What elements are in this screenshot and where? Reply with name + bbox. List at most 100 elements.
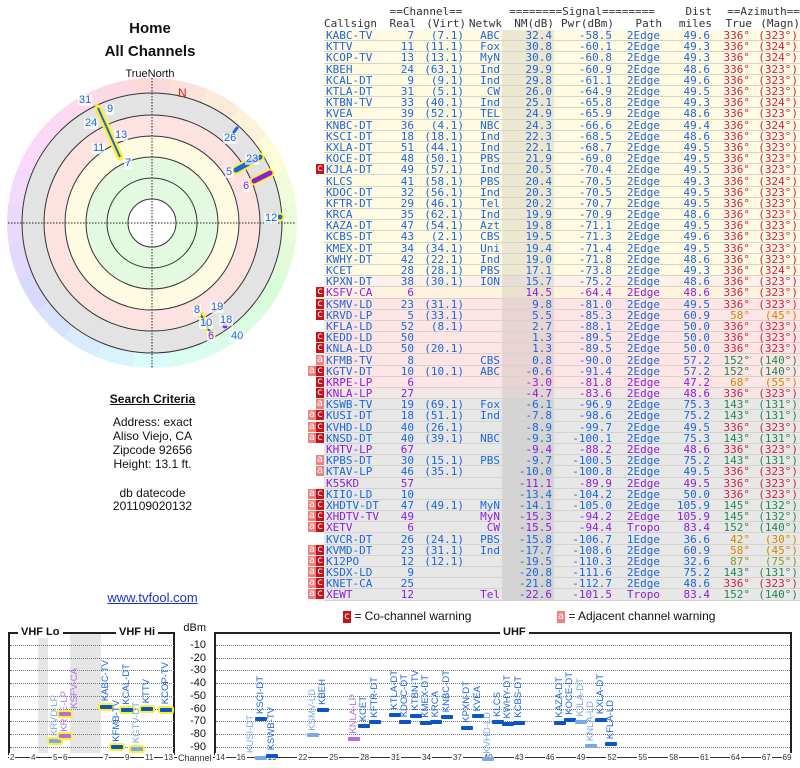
table-row[interactable]: K55KD 57 -11.1 -89.9 2Edge 49.5 336° (323°): [300, 477, 800, 489]
callsign[interactable]: XETV: [324, 522, 386, 533]
callsign[interactable]: K12PO: [324, 556, 386, 567]
table-row[interactable]: a c KSDX-LD 9 -20.8 -111.6 2Edge 75.2 143° (131°): [300, 567, 800, 579]
table-row[interactable]: KOCE-DT 48 (50.1) PBS 21.9 -69.0 2Edge 49.5 336°…: [300, 153, 800, 165]
callsign[interactable]: KCET: [324, 265, 386, 276]
callsign[interactable]: KNET-CA: [324, 578, 386, 589]
callsign[interactable]: KCAL-DT: [324, 75, 386, 86]
table-row[interactable]: a c KNET-CA 25 -21.8 -112.7 2Edge 48.6 336° (323°…: [300, 578, 800, 590]
callsign[interactable]: KNLA-LP: [324, 388, 386, 399]
table-row[interactable]: a c KUSI-DT 18 (51.1) Ind -7.8 -98.6 2Edge 75.2 14…: [300, 410, 800, 422]
callsign[interactable]: KSMV-LD: [324, 299, 386, 310]
callsign[interactable]: KEDD-LD: [324, 332, 386, 343]
table-row[interactable]: KMEX-DT 34 (34.1) Uni 19.4 -71.4 2Edge 49.5 336°…: [300, 242, 800, 254]
table-row[interactable]: a KFMB-TV 8 CBS 0.8 -90.0 2Edge 57.2 152° (140°): [300, 354, 800, 366]
table-row[interactable]: KDOC-DT 32 (56.1) Ind 20.3 -70.5 2Edge 49.5 336°…: [300, 186, 800, 198]
callsign[interactable]: KVEA: [324, 108, 386, 119]
callsign[interactable]: KUSI-DT: [324, 410, 386, 421]
table-row[interactable]: a c KIIO-LD 10 -13.4 -104.2 2Edge 50.0 336° (323°…: [300, 488, 800, 500]
callsign[interactable]: KRPE-LP: [324, 377, 386, 388]
callsign[interactable]: KRVD-LP: [324, 310, 386, 321]
table-row[interactable]: KVCR-DT 26 (24.1) PBS -15.8 -106.7 1Edge 36.6 42…: [300, 533, 800, 545]
table-row[interactable]: KCOP-TV 13 (13.1) MyN 30.0 -60.8 2Edge 49.3 336°…: [300, 52, 800, 64]
table-row[interactable]: KTBN-TV 33 (40.1) Ind 25.1 -65.8 2Edge 49.3 336°…: [300, 97, 800, 109]
callsign[interactable]: XHDTV-TV: [324, 511, 386, 522]
callsign[interactable]: KSCI-DT: [324, 131, 386, 142]
table-row[interactable]: KVEA 39 (52.1) TEL 24.9 -65.9 2Edge 48.6 336° (32…: [300, 108, 800, 120]
callsign[interactable]: KPBS-DT: [324, 455, 386, 466]
callsign[interactable]: KSDX-LD: [324, 567, 386, 578]
table-row[interactable]: a KPBS-DT 30 (15.1) PBS -9.7 -100.5 2Edge 75.2 14…: [300, 455, 800, 467]
callsign[interactable]: KJLA-DT: [324, 164, 386, 175]
table-row[interactable]: c KRVD-LP 5 (33.1) 5.5 -85.3 2Edge 60.9 58° (45°): [300, 309, 800, 321]
callsign[interactable]: XHDTV-DT: [324, 500, 386, 511]
table-row[interactable]: KXLA-DT 51 (44.1) Ind 22.1 -68.7 2Edge 49.5 336°…: [300, 141, 800, 154]
table-row[interactable]: c KJLA-DT 49 (57.1) Ind 20.5 -70.4 2Edge 49.5 336…: [300, 164, 800, 176]
table-row[interactable]: KWHY-DT 42 (22.1) Ind 19.0 -71.8 2Edge 48.6 336°…: [300, 253, 800, 265]
table-row[interactable]: a KTAV-LP 46 (35.1) -10.0 -100.8 2Edge 49.5 336°…: [300, 466, 800, 478]
table-row[interactable]: a c XHDTV-DT 47 (49.1) MyN -14.1 -105.0 2Edge 105…: [300, 499, 800, 512]
table-row[interactable]: KAZA-DT 47 (54.1) Azt 19.8 -71.1 2Edge 49.5 336°…: [300, 220, 800, 232]
callsign[interactable]: KABC-TV: [324, 30, 386, 41]
table-row[interactable]: c KSMV-LD 23 (31.1) 9.8 -81.0 2Edge 49.5 336° (32…: [300, 298, 800, 310]
table-row[interactable]: KLCS 41 (58.1) PBS 20.4 -70.5 2Edge 49.3 336° (32…: [300, 175, 800, 187]
table-row[interactable]: KCET 28 (28.1) PBS 17.1 -73.8 2Edge 49.3 336° (32…: [300, 264, 800, 277]
table-row[interactable]: a c KVHD-LD 40 (26.1) -8.9 -99.7 2Edge 49.5 336°(…: [300, 421, 800, 433]
table-row[interactable]: KFTR-DT 29 (46.1) Tel 20.2 -70.7 2Edge 49.5 336°…: [300, 197, 800, 209]
callsign[interactable]: XEWT: [324, 589, 386, 600]
table-row[interactable]: a c KGTV-DT 10 (10.1) ABC -0.6 -91.4 2Edge 57.2 15…: [300, 365, 800, 377]
table-row[interactable]: a KSWB-TV 19 (69.1) Fox -6.1 -96.9 2Edge 75.3 143…: [300, 399, 800, 411]
callsign[interactable]: KFTR-DT: [324, 198, 386, 209]
callsign[interactable]: KTTV: [324, 41, 386, 52]
callsign[interactable]: KRCA: [324, 209, 386, 220]
table-row[interactable]: c KNLA-LD 50 (20.1) 1.3 -89.5 2Edge 50.0 336° (32…: [300, 343, 800, 355]
callsign[interactable]: KSWB-TV: [324, 399, 386, 410]
table-row[interactable]: a c K12PO 12 (12.1) -19.5 -110.3 2Edge 32.6 87° (7…: [300, 555, 800, 567]
callsign[interactable]: KFMB-TV: [324, 354, 386, 365]
callsign[interactable]: KTLA-DT: [324, 86, 386, 97]
callsign[interactable]: KNBC-DT: [324, 120, 386, 131]
callsign[interactable]: KTBN-TV: [324, 97, 386, 108]
callsign[interactable]: KGTV-DT: [324, 366, 386, 377]
table-row[interactable]: a c KVMD-DT 23 (31.1) Ind -17.7 -108.6 2Edge 60.9…: [300, 544, 800, 556]
table-row[interactable]: KTLA-DT 31 (5.1) CW 26.0 -64.9 2Edge 49.5 336° (3…: [300, 85, 800, 98]
callsign[interactable]: KSFV-CA: [324, 287, 386, 298]
table-row[interactable]: KCAL-DT 9 (9.1) Ind 29.8 -61.1 2Edge 49.6 336° (3…: [300, 74, 800, 86]
table-row[interactable]: c KNLA-LP 27 -4.7 -83.6 2Edge 48.6 336° (323°): [300, 388, 800, 400]
table-row[interactable]: KPXN-DT 38 (30.1) ION 15.7 -75.2 2Edge 48.6 336°…: [300, 276, 800, 288]
callsign[interactable]: KTAV-LP: [324, 466, 386, 477]
table-row[interactable]: a c XETV 6 CW -15.5 -94.4 Tropo 83.4 152° (140°): [300, 522, 800, 534]
callsign[interactable]: KXLA-DT: [324, 142, 386, 153]
table-row[interactable]: KFLA-LD 52 (8.1) 2.7 -88.1 2Edge 50.0 336° (323°…: [300, 320, 800, 333]
table-row[interactable]: c KEDD-LD 50 1.3 -89.5 2Edge 50.0 336° (323°): [300, 332, 800, 344]
table-row[interactable]: KHTV-LP 67 -9.4 -88.2 2Edge 48.6 336° (323°): [300, 443, 800, 456]
callsign[interactable]: KVHD-LD: [324, 422, 386, 433]
table-row[interactable]: KCBS-DT 43 (2.1) CBS 19.5 -71.3 2Edge 49.6 336°(…: [300, 231, 800, 243]
callsign[interactable]: KWHY-DT: [324, 254, 386, 265]
tvfool-link[interactable]: www.tvfool.com: [107, 590, 198, 605]
callsign[interactable]: KBEH: [324, 64, 386, 75]
table-row[interactable]: a c XEWT 12 Tel -22.6 -101.5 Tropo 83.4 152° (140°…: [300, 589, 800, 601]
callsign[interactable]: K55KD: [324, 478, 386, 489]
callsign[interactable]: KPXN-DT: [324, 276, 386, 287]
callsign[interactable]: KOCE-DT: [324, 153, 386, 164]
table-row[interactable]: a c KNSD-DT 40 (39.1) NBC -9.3 -100.1 2Edge 75.3 1…: [300, 432, 800, 444]
callsign[interactable]: KVMD-DT: [324, 545, 386, 556]
callsign[interactable]: KHTV-LP: [324, 444, 386, 455]
table-row[interactable]: KTTV 11 (11.1) Fox 30.8 -60.1 2Edge 49.3 336° (32…: [300, 41, 800, 53]
callsign[interactable]: KLCS: [324, 175, 386, 186]
callsign[interactable]: KFLA-LD: [324, 321, 386, 332]
table-row[interactable]: c KRPE-LP 6 -3.0 -81.8 2Edge 47.2 68° (55°): [300, 376, 800, 388]
callsign[interactable]: KCOP-TV: [324, 52, 386, 63]
table-row[interactable]: KSCI-DT 18 (18.1) Ind 22.3 -68.5 2Edge 48.6 336°…: [300, 130, 800, 142]
table-row[interactable]: a c XHDTV-TV 49 MyN -15.3 -94.2 2Edge 105.9 145°(…: [300, 511, 800, 523]
table-row[interactable]: KABC-TV 7 (7.1) ABC 32.4 -58.5 2Edge 49.6 336° (3…: [300, 30, 800, 42]
callsign[interactable]: KNLA-LD: [324, 343, 386, 354]
callsign[interactable]: KIIO-LD: [324, 489, 386, 500]
table-row[interactable]: c KSFV-CA 6 14.5 -64.4 2Edge 48.6 336° (323°): [300, 287, 800, 299]
table-row[interactable]: KNBC-DT 36 (4.1) NBC 24.3 -66.6 2Edge 49.4 336°(…: [300, 119, 800, 131]
callsign[interactable]: KAZA-DT: [324, 220, 386, 231]
callsign[interactable]: KVCR-DT: [324, 533, 386, 544]
callsign[interactable]: KDOC-DT: [324, 187, 386, 198]
callsign[interactable]: KMEX-DT: [324, 243, 386, 254]
callsign[interactable]: KNSD-DT: [324, 433, 386, 444]
